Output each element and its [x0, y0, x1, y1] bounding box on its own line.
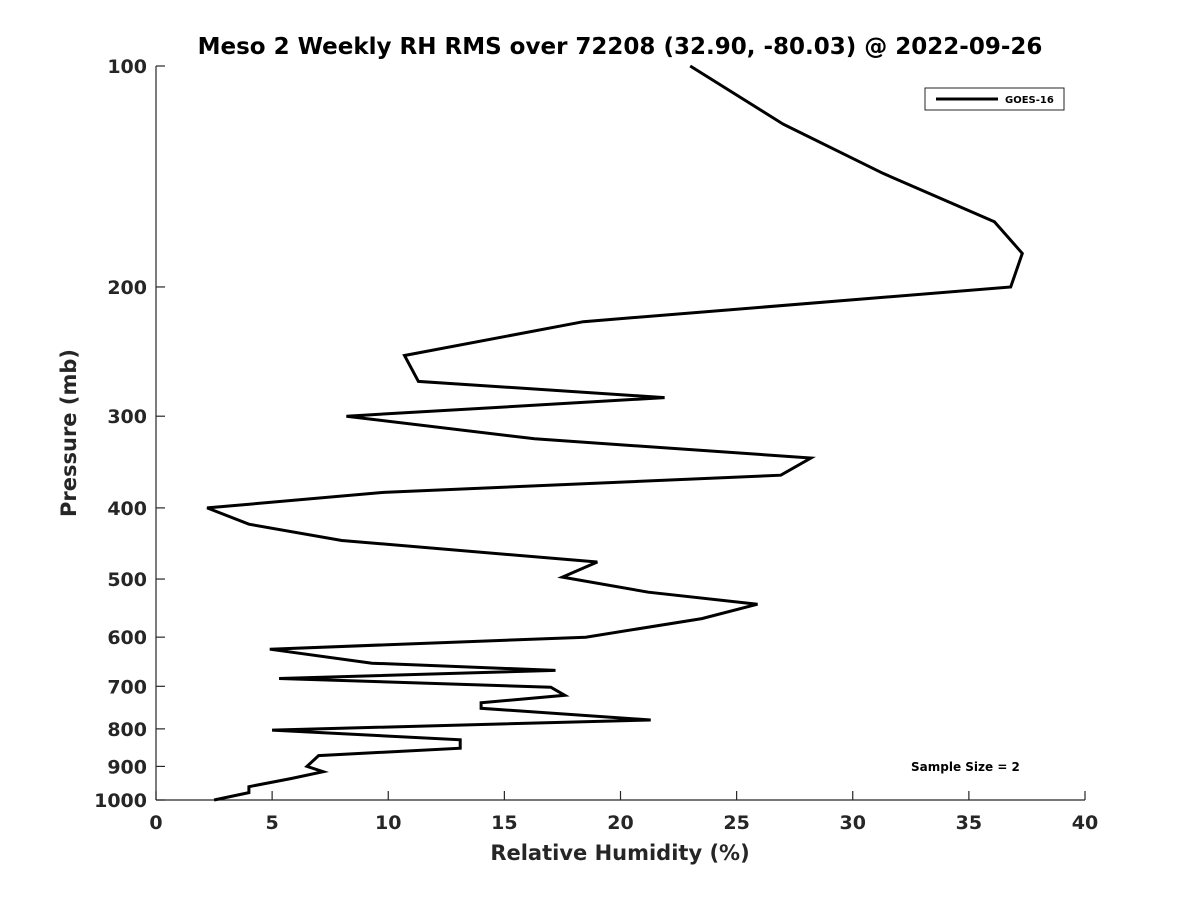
x-tick-label: 20	[607, 812, 633, 834]
sample-size-annotation: Sample Size = 2	[911, 760, 1020, 774]
x-tick-label: 30	[840, 812, 866, 834]
y-tick-label: 1000	[94, 790, 147, 812]
y-ticks: 100 200 300 400 500 600 700 800 900 1000	[94, 56, 165, 812]
legend-label-goes-16: GOES-16	[1005, 95, 1054, 106]
y-tick-label: 700	[107, 676, 147, 698]
x-tick-label: 10	[375, 812, 401, 834]
y-tick-label: 100	[107, 56, 147, 78]
x-axis-label: Relative Humidity (%)	[490, 841, 749, 865]
x-tick-label: 35	[956, 812, 982, 834]
y-tick-label: 800	[107, 719, 147, 741]
x-ticks: 0 5 10 15 20 25 30 35 40	[149, 791, 1098, 834]
x-tick-label: 5	[266, 812, 279, 834]
y-tick-label: 400	[107, 498, 147, 520]
series-line-goes-16	[206, 64, 1025, 802]
series-layer	[206, 64, 1025, 802]
x-tick-label: 0	[149, 812, 162, 834]
x-tick-label: 15	[491, 812, 517, 834]
x-tick-label: 40	[1072, 812, 1098, 834]
x-tick-label: 25	[723, 812, 749, 834]
y-tick-label: 200	[107, 277, 147, 299]
legend: GOES-16	[924, 87, 1065, 111]
y-tick-label: 600	[107, 627, 147, 649]
y-tick-label: 500	[107, 569, 147, 591]
y-tick-label: 300	[107, 406, 147, 428]
y-tick-label: 900	[107, 756, 147, 778]
chart-title: Meso 2 Weekly RH RMS over 72208 (32.90, …	[198, 34, 1043, 60]
y-axis-label: Pressure (mb)	[57, 349, 81, 517]
